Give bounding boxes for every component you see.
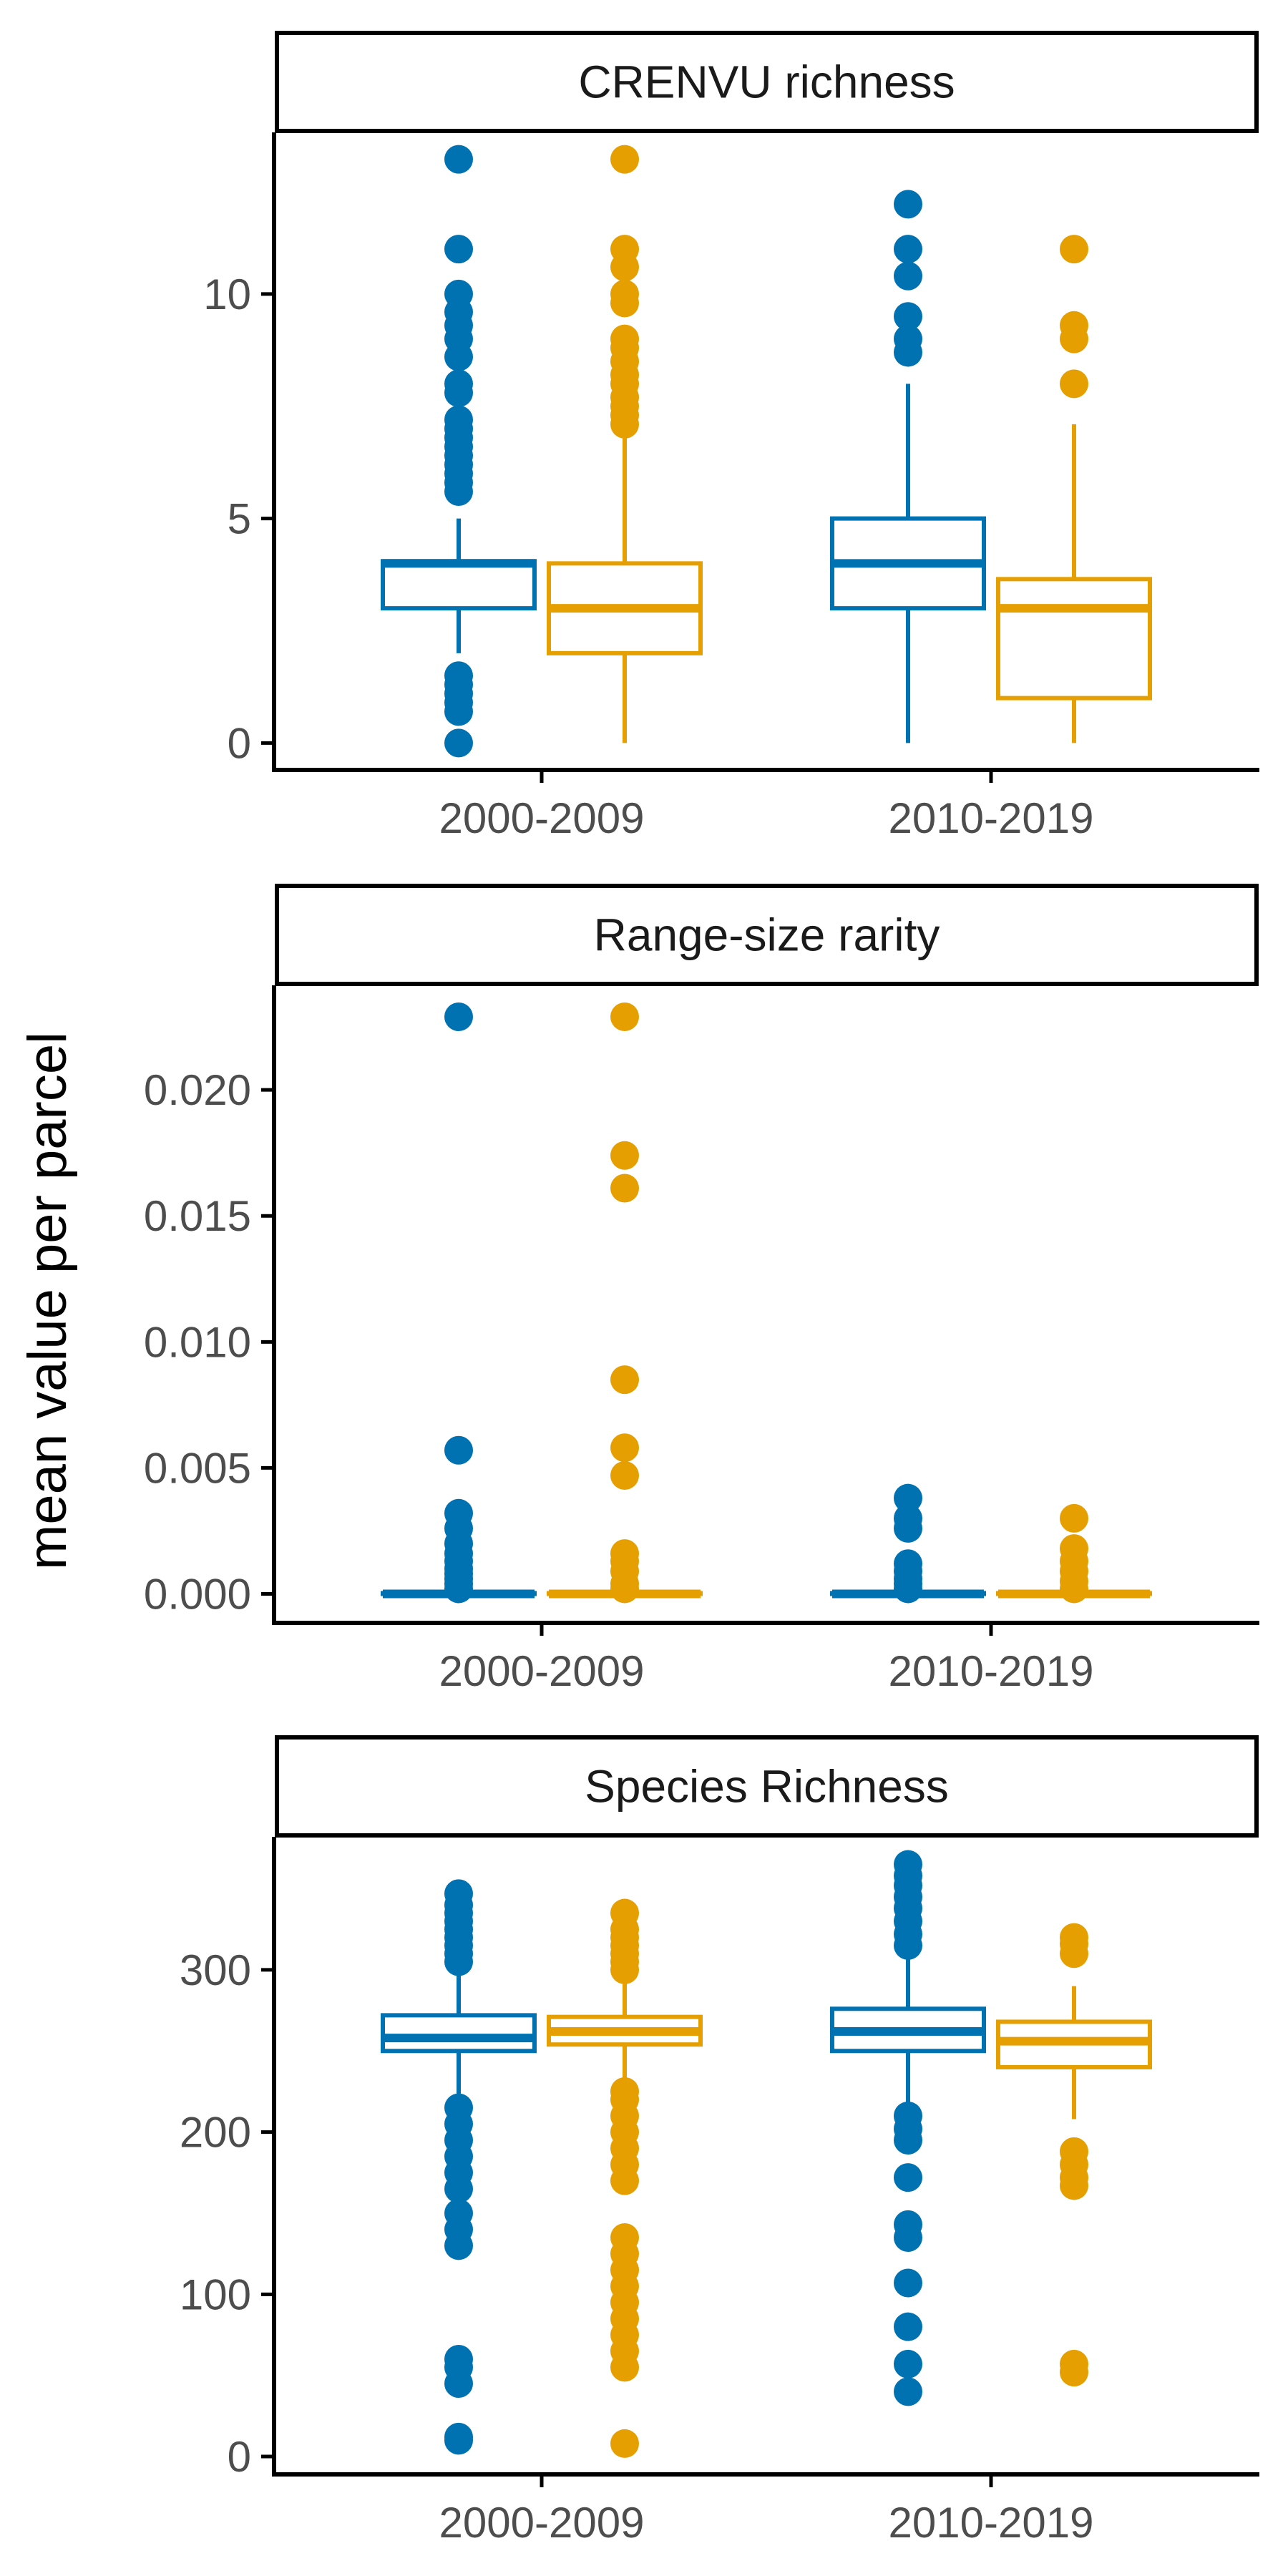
outlier-point [444,279,473,308]
y-tick-label: 0 [228,2433,251,2481]
outlier-point [894,190,922,219]
strip-title: Range-size rarity [594,909,940,961]
outlier-point [444,369,473,399]
outlier-point [1060,235,1088,264]
boxplot-series-b-2 [996,1923,1152,2387]
outlier-point [894,2377,922,2406]
outlier-point [610,145,639,174]
y-tick-label: 0.005 [144,1444,251,1492]
outlier-point [894,2101,922,2130]
outlier-point [610,2429,639,2458]
y-tick-label: 100 [180,2270,251,2318]
boxplot-series-a-2 [830,1850,986,2406]
strip-box [275,31,1259,133]
outlier-point [894,1850,922,1879]
outlier-point [894,235,922,264]
outlier-point [894,261,922,291]
y-tick-label: 0.015 [144,1192,251,1240]
outlier-point [610,1539,639,1568]
boxplot-series-a-2 [830,1483,986,1604]
outlier-point [444,2345,473,2374]
outlier-point [1060,1534,1088,1563]
x-tick-label: 2010-2019 [889,794,1094,842]
x-tick-label: 2010-2019 [889,2499,1094,2547]
outlier-point [444,2422,473,2451]
y-tick-label: 0 [228,719,251,767]
outlier-point [894,324,922,353]
outlier-point [444,1435,473,1465]
outlier-point [1060,1503,1088,1533]
y-tick-label: 5 [228,495,251,543]
outlier-point [610,1002,639,1032]
y-tick-label: 300 [180,1946,251,1994]
y-tick-label: 0.020 [144,1066,251,1114]
outlier-point [894,302,922,331]
outlier-point [1060,369,1088,399]
outlier-point [894,2210,922,2239]
outlier-point [610,1174,639,1203]
boxplot-series-a-1 [381,145,537,758]
outlier-point [610,324,639,353]
boxplot-series-b-1 [547,145,703,743]
outlier-point [444,2093,473,2122]
strip-title: CRENVU richness [578,57,955,108]
box [996,577,1152,701]
outlier-point [1060,2349,1088,2379]
outlier-point [444,1002,473,1032]
outlier-point [1060,1923,1088,1952]
outlier-point [610,279,639,308]
outlier-point [444,1498,473,1528]
outlier-point [894,1549,922,1579]
outlier-point [894,1503,922,1533]
y-tick-label: 200 [180,2109,251,2157]
outlier-point [894,1483,922,1513]
y-axis-label: mean value per parcel [17,1032,78,1570]
outlier-point [1060,311,1088,340]
outlier-point [610,1365,639,1395]
x-tick-label: 2000-2009 [439,1647,645,1695]
outlier-point [610,1141,639,1170]
panel-3: Species Richness 0 100 200 300 2000-2009 2010-… [180,1735,1259,2547]
outlier-point [610,235,639,264]
box [381,2013,537,2054]
outlier-point [1060,2137,1088,2166]
boxplot-series-a-2 [830,190,986,743]
outlier-point [610,2077,639,2106]
outlier-point [444,235,473,264]
outlier-point [444,728,473,758]
y-tick-label: 0.010 [144,1318,251,1366]
strip-title: Species Richness [585,1761,949,1813]
y-tick-label: 0.000 [144,1571,251,1619]
boxplot-series-b-2 [996,1503,1152,1604]
box [381,559,537,611]
panel-1: CRENVU richness 0 5 10 2000-2009 2010-2019 [203,31,1259,842]
outlier-point [894,2312,922,2341]
x-tick-label: 2000-2009 [439,794,645,842]
y-tick-label: 10 [203,270,251,318]
boxplot-series-b-1 [547,1898,703,2458]
strip-box [275,884,1259,986]
boxplot-series-a-1 [381,1879,537,2455]
outlier-point [444,145,473,174]
outlier-point [894,2349,922,2379]
outlier-point [444,1879,473,1908]
outlier-point [610,1433,639,1463]
outlier-point [610,1460,639,1490]
x-tick-label: 2010-2019 [889,1647,1094,1695]
boxplot-series-b-2 [996,235,1152,743]
x-tick-label: 2000-2009 [439,2499,645,2547]
outlier-point [610,1898,639,1928]
outlier-point [444,661,473,691]
outlier-point [444,405,473,434]
boxplot-series-b-1 [547,1002,703,1604]
outlier-point [894,2268,922,2298]
strip-box [275,1735,1259,1838]
outlier-point [894,2163,922,2192]
outlier-point [610,2223,639,2252]
boxplot-series-a-1 [381,1002,537,1604]
panel-2: Range-size rarity 0.000 0.005 0.010 0.015 0.0… [144,884,1259,1695]
outlier-point [444,2198,473,2228]
